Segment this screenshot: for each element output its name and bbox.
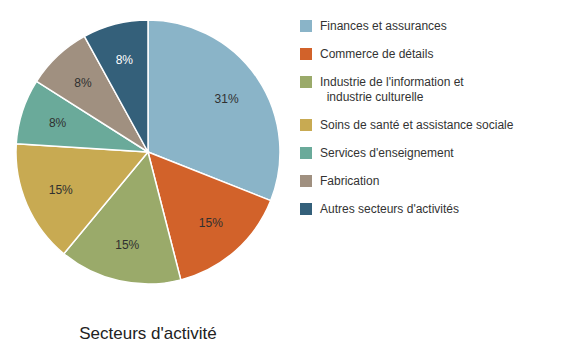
legend-swatch <box>300 119 312 131</box>
legend-swatch <box>300 76 312 88</box>
legend-label: Fabrication <box>320 174 379 188</box>
data-label: 15% <box>115 238 139 252</box>
slices <box>16 20 280 284</box>
legend-swatch <box>300 20 312 32</box>
legend-label: Finances et assurances <box>320 19 447 33</box>
legend-label: Commerce de détails <box>320 47 433 61</box>
data-labels: 31% 15% 15% 15% 8% 8% 8% <box>49 53 239 252</box>
legend-swatch <box>300 203 312 215</box>
pie-slice <box>84 20 148 152</box>
chart-title: Secteurs d'activité <box>79 324 216 343</box>
chart-container: 31% 15% 15% 15% 8% 8% 8% Finances et assurances… <box>0 0 561 357</box>
legend-swatch <box>300 48 312 60</box>
legend-label: Services d'enseignement <box>320 146 454 160</box>
data-label: 31% <box>215 92 239 106</box>
data-label: 15% <box>199 216 223 230</box>
data-label: 8% <box>49 116 67 130</box>
legend: Finances et assurances Commerce de détail… <box>300 19 514 216</box>
data-label: 15% <box>49 183 73 197</box>
legend-swatch <box>300 175 312 187</box>
legend-label: Industrie de l'information et industrie … <box>320 75 464 104</box>
data-label: 8% <box>116 53 134 67</box>
data-label: 8% <box>74 76 92 90</box>
legend-label: Soins de santé et assistance sociale <box>320 118 514 132</box>
chart: 31% 15% 15% 15% 8% 8% 8% Finances et assurances… <box>0 0 561 357</box>
pie-slice <box>16 144 148 254</box>
legend-label: Autres secteurs d'activités <box>320 202 459 216</box>
legend-swatch <box>300 147 312 159</box>
